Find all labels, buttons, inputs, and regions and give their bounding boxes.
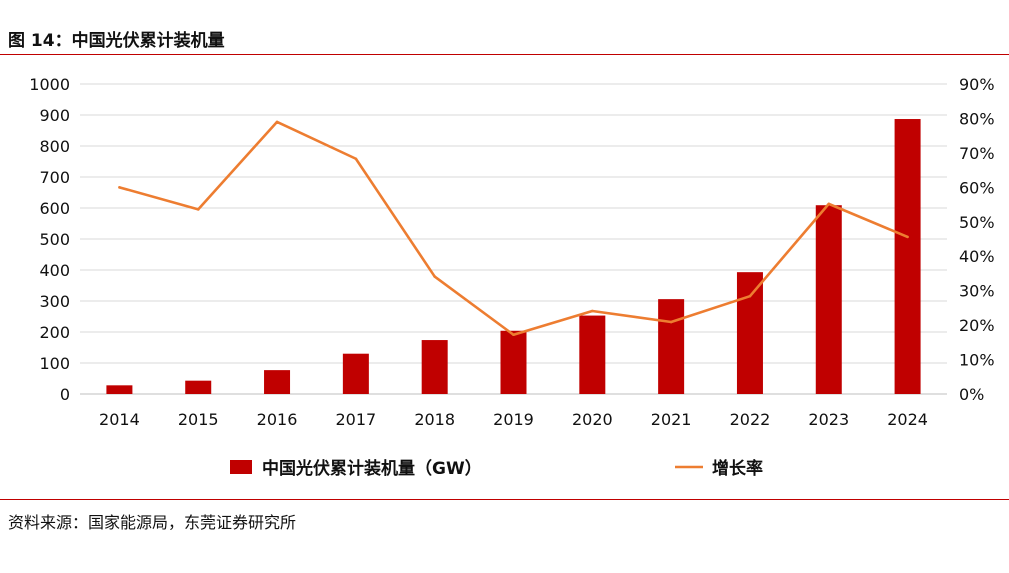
line-point (275, 120, 279, 124)
x-tick-label: 2017 (336, 410, 377, 429)
left-tick-label: 500 (39, 230, 70, 249)
right-tick-label: 80% (959, 109, 995, 128)
left-tick-label: 900 (39, 106, 70, 125)
bottom-rule (0, 499, 1009, 500)
left-tick-label: 400 (39, 261, 70, 280)
right-axis-ticks: 0% 10% 20% 30% 40% 50% 60% 70% 80% 90% (959, 75, 995, 404)
line-series (118, 120, 909, 337)
bar (421, 340, 448, 394)
left-tick-label: 700 (39, 168, 70, 187)
left-tick-label: 100 (39, 354, 70, 373)
line-point (669, 320, 673, 324)
line-point (196, 208, 200, 211)
x-tick-label: 2022 (730, 410, 771, 429)
x-tick-label: 2018 (414, 410, 455, 429)
x-tick-label: 2015 (178, 410, 219, 429)
bar (579, 315, 606, 394)
right-tick-label: 40% (959, 247, 995, 266)
bar (658, 299, 685, 394)
right-tick-label: 60% (959, 178, 995, 197)
line-point (512, 333, 515, 337)
legend-bar-label: 中国光伏累计装机量（GW） (262, 458, 482, 479)
line-point (827, 202, 831, 206)
x-axis-ticks: 2014 2015 2016 2017 2018 2019 2020 2021 2022 2023… (99, 410, 928, 429)
line-point (354, 157, 358, 161)
x-tick-label: 2021 (651, 410, 692, 429)
bar (106, 385, 133, 394)
top-rule (0, 54, 1009, 55)
line-point (591, 309, 594, 313)
figure-title: 图 14：中国光伏累计装机量 (8, 31, 225, 51)
left-tick-label: 800 (39, 137, 70, 156)
right-tick-label: 10% (959, 351, 995, 370)
x-tick-label: 2024 (887, 410, 928, 429)
legend-line-label: 增长率 (712, 458, 763, 479)
bar (185, 380, 212, 394)
growth-rate-line (119, 120, 909, 337)
line-point (118, 186, 121, 189)
right-tick-label: 90% (959, 75, 995, 94)
bar (894, 119, 921, 394)
bar (342, 353, 369, 394)
left-axis-ticks: 0 100 200 300 400 500 600 700 800 900 1000 (29, 75, 70, 404)
left-tick-label: 300 (39, 292, 70, 311)
bar (815, 205, 842, 394)
right-tick-label: 30% (959, 282, 995, 301)
bar (500, 330, 527, 394)
right-tick-label: 20% (959, 316, 995, 335)
line-point (906, 235, 909, 239)
x-tick-label: 2019 (493, 410, 534, 429)
left-tick-label: 0 (60, 385, 70, 404)
chart: 0 100 200 300 400 500 600 700 800 900 1000 0% 10% 20… (29, 75, 995, 479)
x-tick-label: 2023 (808, 410, 849, 429)
line-point (748, 294, 752, 298)
left-tick-label: 600 (39, 199, 70, 218)
source-note: 资料来源：国家能源局，东莞证券研究所 (8, 513, 297, 532)
x-tick-label: 2016 (257, 410, 298, 429)
right-tick-label: 50% (959, 213, 995, 232)
left-tick-label: 200 (39, 323, 70, 342)
bar (736, 272, 763, 394)
x-tick-label: 2014 (99, 410, 140, 429)
x-tick-label: 2020 (572, 410, 613, 429)
legend-bar-swatch (230, 460, 252, 474)
right-tick-label: 0% (959, 385, 984, 404)
left-tick-label: 1000 (29, 75, 70, 94)
bar-series (106, 119, 921, 394)
right-tick-label: 70% (959, 144, 995, 163)
legend: 中国光伏累计装机量（GW） 增长率 (230, 458, 763, 479)
line-point (433, 275, 436, 278)
bar (264, 370, 291, 394)
